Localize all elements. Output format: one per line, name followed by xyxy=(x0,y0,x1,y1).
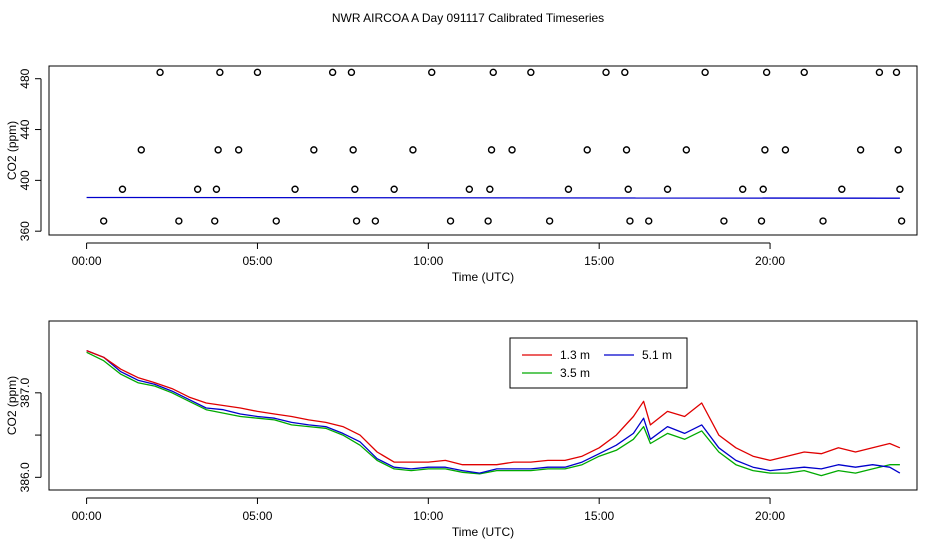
top-data-point xyxy=(328,68,337,77)
top-data-point xyxy=(137,146,145,154)
bottom-x-tick-label: 00:00 xyxy=(72,509,102,523)
top-baseline-series-line xyxy=(86,196,900,199)
top-data-point xyxy=(645,217,653,225)
top-data-point xyxy=(349,146,357,154)
top-x-axis-label: Time (UTC) xyxy=(452,270,514,284)
bottom-x-tick-label: 05:00 xyxy=(242,509,272,523)
top-data-point xyxy=(621,68,629,77)
top-data-point xyxy=(99,217,108,225)
figure-title: NWR AIRCOA A Day 091117 Calibrated Times… xyxy=(332,11,604,25)
top-data-point xyxy=(527,68,535,77)
top-y-axis-label: CO2 (ppm) xyxy=(5,121,19,180)
bottom-y-axis-label: CO2 (ppm) xyxy=(5,376,19,435)
top-y-tick-label: 400 xyxy=(18,170,32,190)
top-data-point xyxy=(622,146,631,154)
top-data-point xyxy=(757,217,766,225)
top-data-point xyxy=(175,217,183,225)
top-data-point xyxy=(352,217,361,225)
top-data-point xyxy=(489,68,497,77)
bottom-panel-line: 00:00 05:00 10:00 15:00 20:00 Time (UTC) 386.0… xyxy=(5,320,918,539)
top-data-point xyxy=(409,146,417,154)
top-data-point xyxy=(781,146,790,154)
top-data-point xyxy=(856,146,865,154)
top-data-point xyxy=(253,68,262,77)
top-data-point xyxy=(371,217,380,225)
top-data-point xyxy=(211,217,219,225)
legend: 1.3 m 3.5 m 5.1 m xyxy=(509,337,688,389)
top-y-tick-label: 480 xyxy=(18,68,32,88)
top-data-point xyxy=(892,68,901,77)
top-data-point xyxy=(894,146,902,154)
top-data-point xyxy=(465,185,474,193)
top-plot-frame xyxy=(48,65,918,236)
top-data-point xyxy=(347,68,356,77)
top-x-tick-label: 00:00 xyxy=(72,254,102,268)
top-x-tick-label: 15:00 xyxy=(584,254,614,268)
top-data-point xyxy=(602,68,610,77)
top-data-point xyxy=(720,217,728,225)
top-y-tick-label: 440 xyxy=(18,119,32,139)
top-data-point xyxy=(291,185,299,193)
top-data-point xyxy=(875,68,884,77)
top-x-tick-label: 10:00 xyxy=(413,254,443,268)
top-data-point xyxy=(897,217,906,225)
top-panel-scatter: 00:00 05:00 10:00 15:00 20:00 Time (UTC) 360 40… xyxy=(5,65,918,284)
bottom-y-tick-label: 386.0 xyxy=(18,462,32,492)
top-data-point xyxy=(272,217,280,225)
top-data-point xyxy=(759,185,767,193)
top-data-point xyxy=(508,146,516,154)
top-data-point xyxy=(193,185,202,193)
top-data-point xyxy=(663,185,672,193)
top-data-point xyxy=(390,185,398,193)
legend-label: 5.1 m xyxy=(642,348,672,362)
top-data-point xyxy=(800,68,808,77)
top-data-point xyxy=(583,146,591,154)
top-data-point xyxy=(762,68,771,77)
top-data-point xyxy=(216,68,224,77)
top-data-point xyxy=(118,185,127,193)
top-data-point xyxy=(682,146,691,154)
top-data-point xyxy=(446,217,455,225)
top-data-point xyxy=(564,185,573,193)
bottom-x-axis-label: Time (UTC) xyxy=(452,525,514,539)
top-data-point xyxy=(428,68,436,77)
top-data-point xyxy=(310,146,318,154)
top-data-point xyxy=(214,146,222,154)
bottom-x-tick-label: 15:00 xyxy=(584,509,614,523)
series-line-3-5-m xyxy=(86,351,900,477)
top-data-point xyxy=(212,185,221,193)
bottom-y-tick-label: 387.0 xyxy=(18,377,32,407)
top-data-point xyxy=(351,185,359,193)
legend-box xyxy=(509,337,688,389)
top-data-point xyxy=(701,68,709,77)
top-x-tick-label: 20:00 xyxy=(755,254,785,268)
top-data-point xyxy=(486,185,494,193)
top-data-point xyxy=(487,146,496,154)
top-data-point xyxy=(819,217,827,225)
legend-label: 3.5 m xyxy=(560,366,590,380)
top-x-tick-label: 05:00 xyxy=(242,254,272,268)
bottom-plot-frame xyxy=(48,320,918,491)
top-data-point xyxy=(545,217,554,225)
top-data-point xyxy=(484,217,492,225)
top-data-point xyxy=(626,217,634,225)
bottom-x-tick-label: 20:00 xyxy=(755,509,785,523)
top-data-point xyxy=(761,146,769,154)
series-line-1-3-m xyxy=(86,349,901,466)
top-data-point xyxy=(838,185,846,193)
top-data-point xyxy=(739,185,747,193)
series-line-5-1-m xyxy=(86,349,901,474)
top-data-point xyxy=(624,185,632,193)
top-data-point xyxy=(896,185,904,193)
top-y-tick-label: 360 xyxy=(18,221,32,241)
top-data-point xyxy=(156,68,164,77)
bottom-x-tick-label: 10:00 xyxy=(413,509,443,523)
top-data-point xyxy=(234,146,243,154)
legend-label: 1.3 m xyxy=(560,348,590,362)
